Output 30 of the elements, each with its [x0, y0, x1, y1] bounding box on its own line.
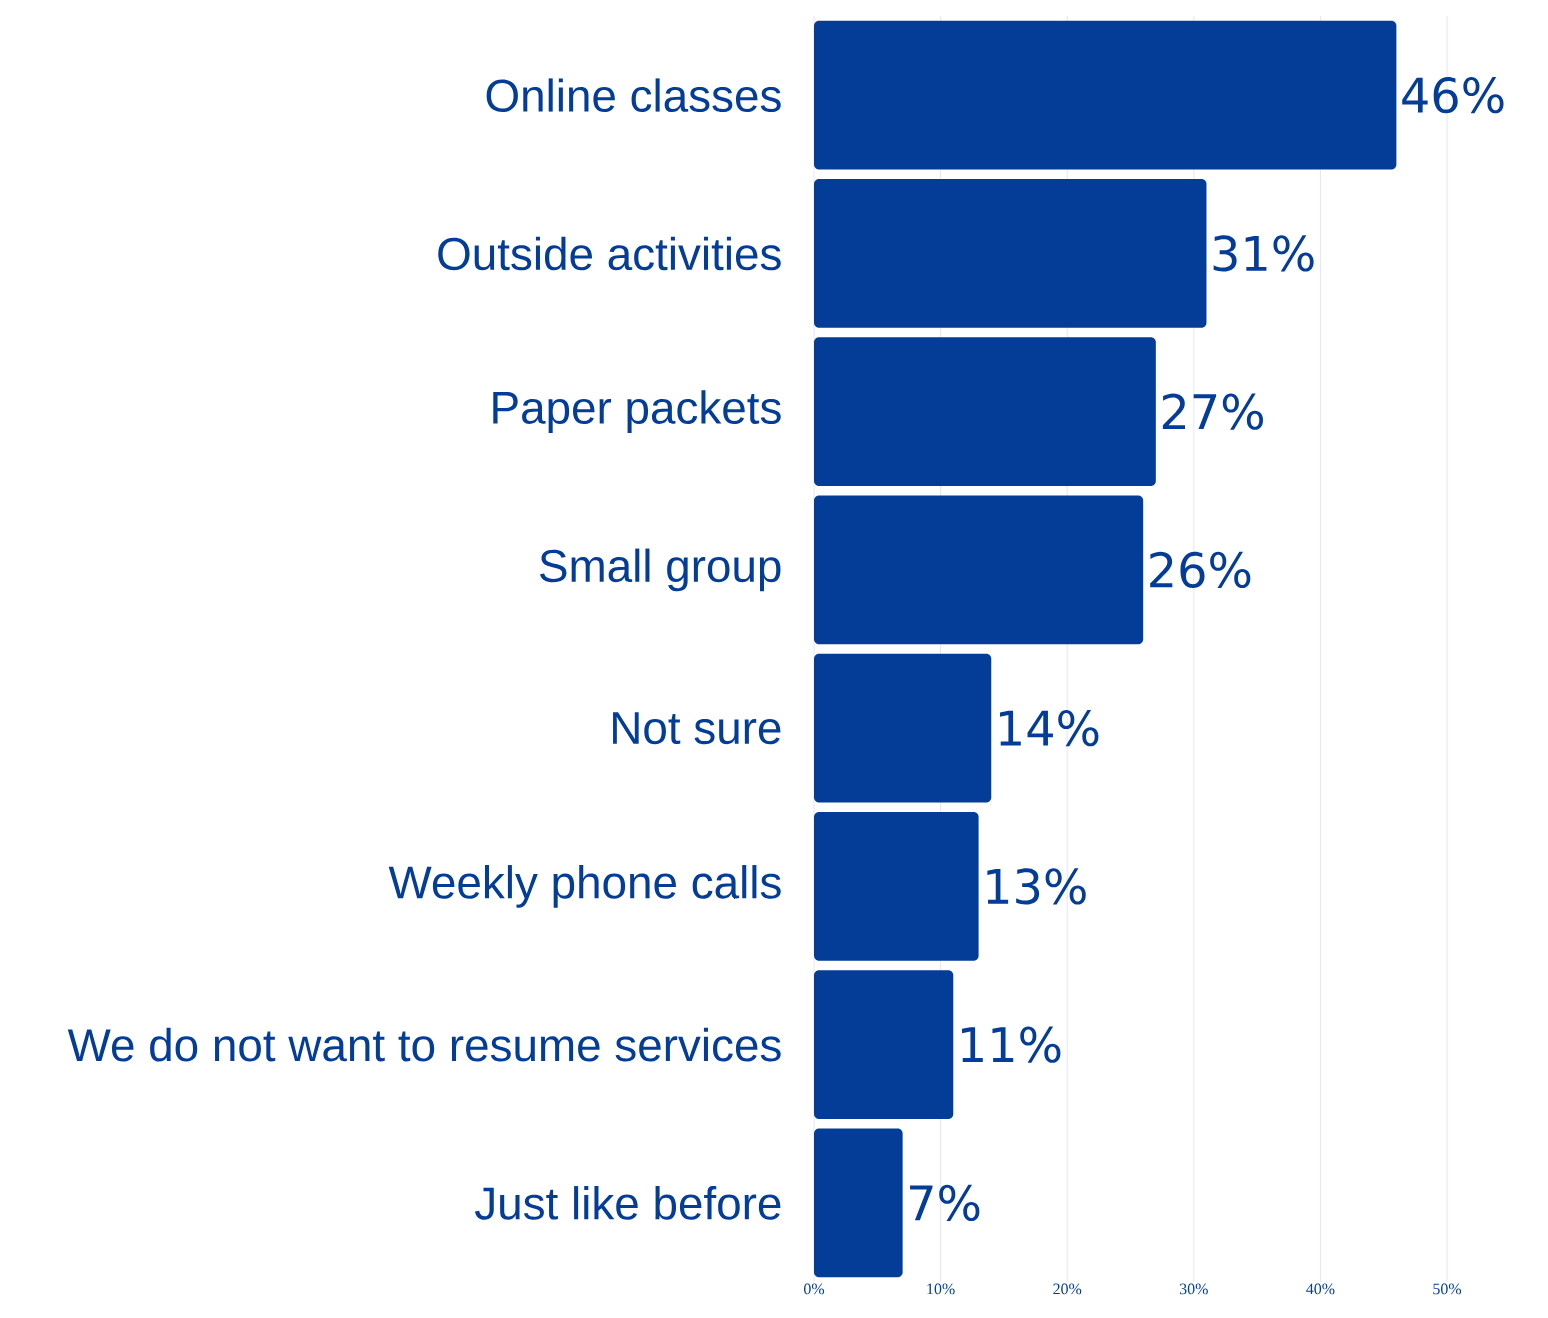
bar	[814, 970, 954, 1120]
y-tick-label: We do not want to resume services	[67, 1027, 781, 1062]
data-label: 7%	[910, 1184, 980, 1221]
bar	[814, 653, 992, 803]
x-tick-label: 10%	[927, 1283, 955, 1295]
data-label: 31%	[1213, 235, 1314, 272]
bar	[814, 1128, 903, 1278]
bar	[814, 337, 1156, 487]
y-tick-label: Outside activities	[438, 236, 781, 271]
bar	[814, 179, 1207, 328]
y-tick-label: Weekly phone calls	[388, 865, 781, 908]
y-tick-label: Small group	[540, 548, 781, 592]
bar	[814, 20, 1397, 170]
y-tick-label: Just like before	[474, 1186, 781, 1220]
y-tick-label: Paper packets	[493, 390, 781, 434]
bar	[814, 495, 1144, 645]
x-tick-label: 20%	[1053, 1283, 1082, 1295]
data-label: 26%	[1150, 551, 1251, 589]
bar	[814, 812, 979, 961]
x-tick-label: 40%	[1306, 1283, 1335, 1295]
data-label: 14%	[1000, 710, 1099, 747]
x-tick-label: 50%	[1433, 1283, 1462, 1295]
x-tick-label: 30%	[1179, 1283, 1208, 1295]
x-tick-label: 0%	[804, 1283, 825, 1295]
y-tick-label: Online classes	[486, 78, 781, 113]
data-label: 27%	[1162, 393, 1263, 430]
data-label: 11%	[962, 1026, 1061, 1063]
y-tick-label: Not sure	[613, 712, 781, 745]
data-label: 46%	[1402, 77, 1504, 114]
data-label: 13%	[987, 868, 1086, 905]
